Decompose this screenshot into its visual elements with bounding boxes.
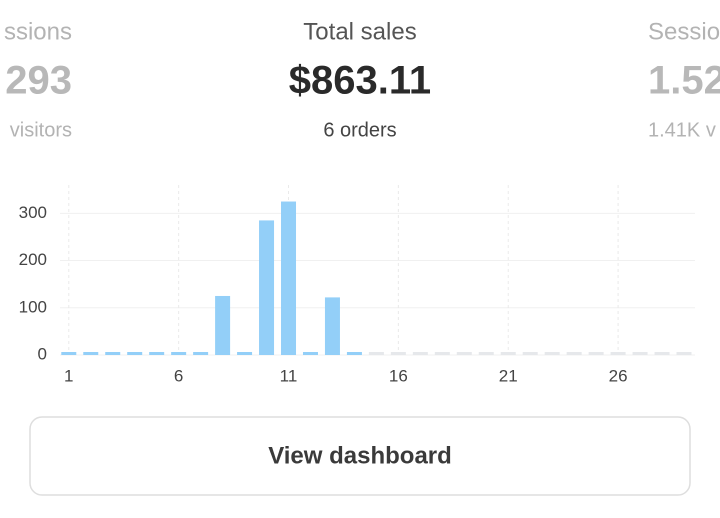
bar (346, 352, 362, 355)
empty-day (588, 352, 604, 355)
card-label: Sessio (648, 18, 720, 45)
card-sub: 1.41K v (648, 119, 716, 141)
empty-day (390, 352, 406, 355)
bar (281, 201, 297, 355)
bar (83, 352, 99, 355)
card-sub: visitors (10, 119, 72, 141)
x-tick-label: 11 (280, 366, 298, 385)
y-tick-label: 100 (19, 297, 47, 316)
card-sub: 6 orders (323, 119, 396, 141)
bar (193, 352, 209, 355)
y-tick-label: 200 (19, 250, 47, 269)
bar (237, 352, 253, 355)
bar (171, 352, 187, 355)
y-tick-label: 0 (38, 344, 47, 363)
button-label[interactable]: View dashboard (268, 442, 452, 469)
empty-day (676, 352, 692, 355)
y-tick-label: 300 (19, 203, 47, 222)
empty-day (368, 352, 384, 355)
card-label: Total sales (303, 18, 416, 45)
card-value: 293 (5, 59, 72, 103)
empty-day (522, 352, 538, 355)
x-tick-label: 6 (174, 366, 183, 385)
empty-day (456, 352, 472, 355)
empty-day (478, 352, 494, 355)
card-value: 1.52 (648, 59, 720, 103)
bar (324, 297, 340, 355)
x-tick-label: 16 (389, 366, 408, 385)
empty-day (544, 352, 560, 355)
bar (302, 352, 318, 355)
empty-day (500, 352, 516, 355)
empty-day (412, 352, 428, 355)
x-tick-label: 21 (499, 366, 518, 385)
bar (259, 220, 275, 355)
button[interactable] (29, 416, 691, 496)
empty-day (566, 352, 582, 355)
empty-day (654, 352, 670, 355)
empty-day (610, 352, 626, 355)
x-tick-label: 26 (609, 366, 628, 385)
bar (127, 352, 143, 355)
bar (105, 352, 121, 355)
x-tick-label: 1 (64, 366, 73, 385)
empty-day (434, 352, 450, 355)
card-value: $863.11 (289, 59, 431, 103)
bar (215, 295, 231, 355)
card-label: ssions (4, 18, 72, 45)
bar (61, 352, 77, 355)
empty-day (632, 352, 648, 355)
bar (149, 352, 165, 355)
